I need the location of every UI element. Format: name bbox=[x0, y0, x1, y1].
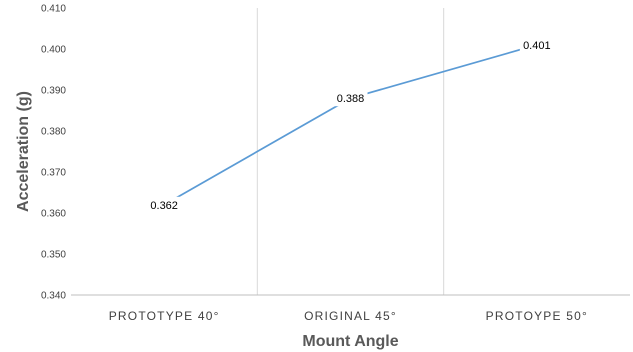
x-axis-title: Mount Angle bbox=[302, 333, 398, 350]
data-labels: 0.362 0.388 0.401 bbox=[147, 36, 554, 213]
x-axis-tick-labels: PROTOTYPE 40° ORIGINAL 45° PROTOYPE 50° bbox=[109, 309, 588, 323]
data-label: 0.362 bbox=[150, 200, 178, 212]
y-tick-label: 0.360 bbox=[41, 209, 66, 220]
x-tick-label: PROTOYPE 50° bbox=[486, 309, 588, 323]
y-tick-label: 0.410 bbox=[41, 4, 66, 15]
y-tick-label: 0.390 bbox=[41, 86, 66, 97]
y-tick-label: 0.370 bbox=[41, 168, 66, 179]
y-tick-label: 0.380 bbox=[41, 127, 66, 138]
y-tick-label: 0.400 bbox=[41, 45, 66, 56]
vertical-gridlines bbox=[256, 8, 445, 295]
data-label: 0.401 bbox=[523, 40, 551, 52]
y-axis-title: Acceleration (g) bbox=[15, 91, 32, 212]
y-axis-tick-labels: 0.340 0.350 0.360 0.370 0.380 0.390 0.400 0.410 bbox=[41, 4, 66, 302]
y-tick-label: 0.350 bbox=[41, 250, 66, 261]
data-label-background bbox=[519, 36, 554, 53]
y-tick-label: 0.340 bbox=[41, 291, 66, 302]
series-layer bbox=[163, 44, 538, 206]
data-label-background bbox=[333, 90, 368, 107]
x-tick-label: PROTOTYPE 40° bbox=[109, 309, 220, 323]
data-label-background bbox=[147, 196, 182, 213]
data-label: 0.388 bbox=[337, 93, 365, 105]
series-line bbox=[163, 44, 538, 206]
x-tick-label: ORIGINAL 45° bbox=[304, 309, 397, 323]
